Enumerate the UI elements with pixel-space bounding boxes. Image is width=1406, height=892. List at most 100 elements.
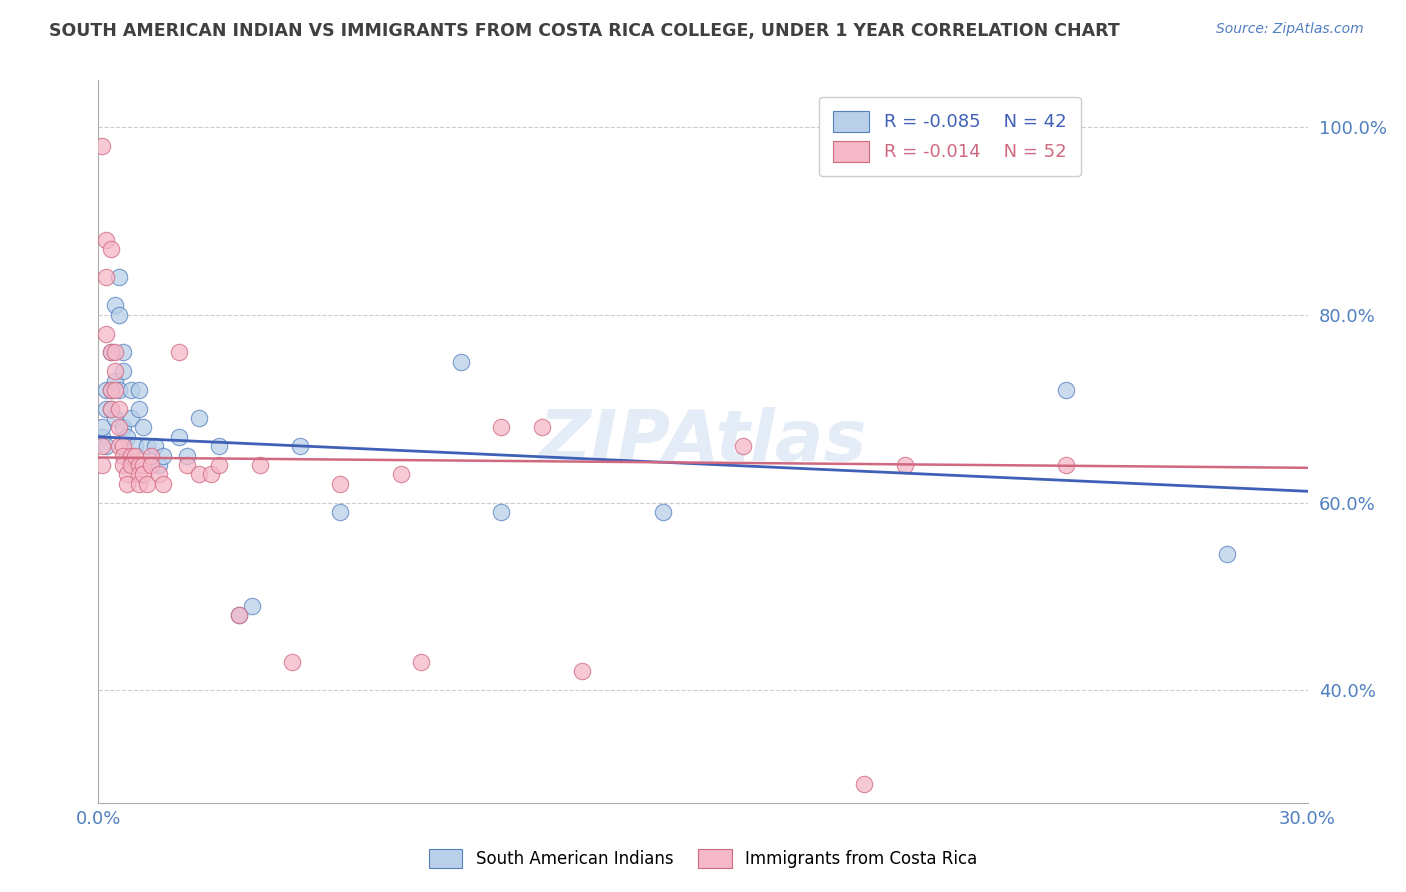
Point	[91, 458, 114, 472]
Point	[208, 439, 231, 453]
Point	[107, 383, 129, 397]
Point	[111, 458, 134, 472]
Point	[651, 505, 673, 519]
Point	[571, 665, 593, 679]
Point	[167, 345, 190, 359]
Point	[128, 467, 150, 482]
Point	[115, 449, 138, 463]
Point	[128, 401, 150, 416]
Point	[115, 476, 138, 491]
Text: Source: ZipAtlas.com: Source: ZipAtlas.com	[1216, 22, 1364, 37]
Point	[491, 505, 513, 519]
Point	[853, 777, 876, 791]
Point	[128, 458, 150, 472]
Point	[143, 439, 166, 453]
Point	[329, 505, 352, 519]
Text: ZIPAtlas: ZIPAtlas	[538, 407, 868, 476]
Point	[91, 139, 114, 153]
Point	[450, 355, 472, 369]
Point	[1054, 383, 1077, 397]
Point	[96, 383, 118, 397]
Point	[167, 430, 190, 444]
Point	[128, 476, 150, 491]
Point	[1216, 547, 1239, 561]
Point	[1054, 458, 1077, 472]
Point	[115, 430, 138, 444]
Point	[111, 345, 134, 359]
Point	[128, 383, 150, 397]
Point	[96, 270, 118, 285]
Point	[148, 467, 170, 482]
Point	[120, 383, 142, 397]
Point	[124, 449, 146, 463]
Point	[139, 458, 162, 472]
Point	[135, 476, 157, 491]
Point	[107, 308, 129, 322]
Point	[132, 467, 155, 482]
Point	[91, 420, 114, 434]
Point	[491, 420, 513, 434]
Point	[111, 439, 134, 453]
Point	[249, 458, 271, 472]
Point	[281, 655, 304, 669]
Point	[96, 326, 118, 341]
Point	[100, 345, 122, 359]
Point	[176, 458, 198, 472]
Point	[893, 458, 915, 472]
Point	[96, 439, 118, 453]
Point	[228, 608, 250, 623]
Point	[188, 467, 211, 482]
Point	[240, 599, 263, 613]
Point	[148, 458, 170, 472]
Point	[288, 439, 311, 453]
Point	[120, 449, 142, 463]
Point	[120, 458, 142, 472]
Point	[103, 364, 125, 378]
Point	[107, 270, 129, 285]
Point	[120, 411, 142, 425]
Point	[91, 439, 114, 453]
Point	[389, 467, 412, 482]
Point	[100, 401, 122, 416]
Point	[100, 242, 122, 256]
Point	[124, 439, 146, 453]
Point	[103, 383, 125, 397]
Point	[176, 449, 198, 463]
Point	[107, 420, 129, 434]
Point	[733, 439, 755, 453]
Point	[107, 439, 129, 453]
Point	[200, 467, 222, 482]
Point	[132, 420, 155, 434]
Point	[139, 449, 162, 463]
Point	[100, 401, 122, 416]
Point	[96, 233, 118, 247]
Legend: R = -0.085    N = 42, R = -0.014    N = 52: R = -0.085 N = 42, R = -0.014 N = 52	[818, 96, 1081, 176]
Point	[103, 374, 125, 388]
Point	[208, 458, 231, 472]
Point	[132, 458, 155, 472]
Point	[91, 430, 114, 444]
Point	[107, 401, 129, 416]
Point	[100, 383, 122, 397]
Y-axis label: College, Under 1 year: College, Under 1 year	[0, 351, 8, 533]
Point	[228, 608, 250, 623]
Point	[152, 476, 174, 491]
Point	[103, 345, 125, 359]
Legend: South American Indians, Immigrants from Costa Rica: South American Indians, Immigrants from …	[422, 842, 984, 875]
Text: SOUTH AMERICAN INDIAN VS IMMIGRANTS FROM COSTA RICA COLLEGE, UNDER 1 YEAR CORREL: SOUTH AMERICAN INDIAN VS IMMIGRANTS FROM…	[49, 22, 1121, 40]
Point	[103, 298, 125, 312]
Point	[111, 420, 134, 434]
Point	[103, 411, 125, 425]
Point	[409, 655, 432, 669]
Point	[135, 439, 157, 453]
Point	[188, 411, 211, 425]
Point	[111, 449, 134, 463]
Point	[111, 364, 134, 378]
Point	[100, 345, 122, 359]
Point	[329, 476, 352, 491]
Point	[530, 420, 553, 434]
Point	[115, 467, 138, 482]
Point	[96, 401, 118, 416]
Point	[152, 449, 174, 463]
Point	[100, 383, 122, 397]
